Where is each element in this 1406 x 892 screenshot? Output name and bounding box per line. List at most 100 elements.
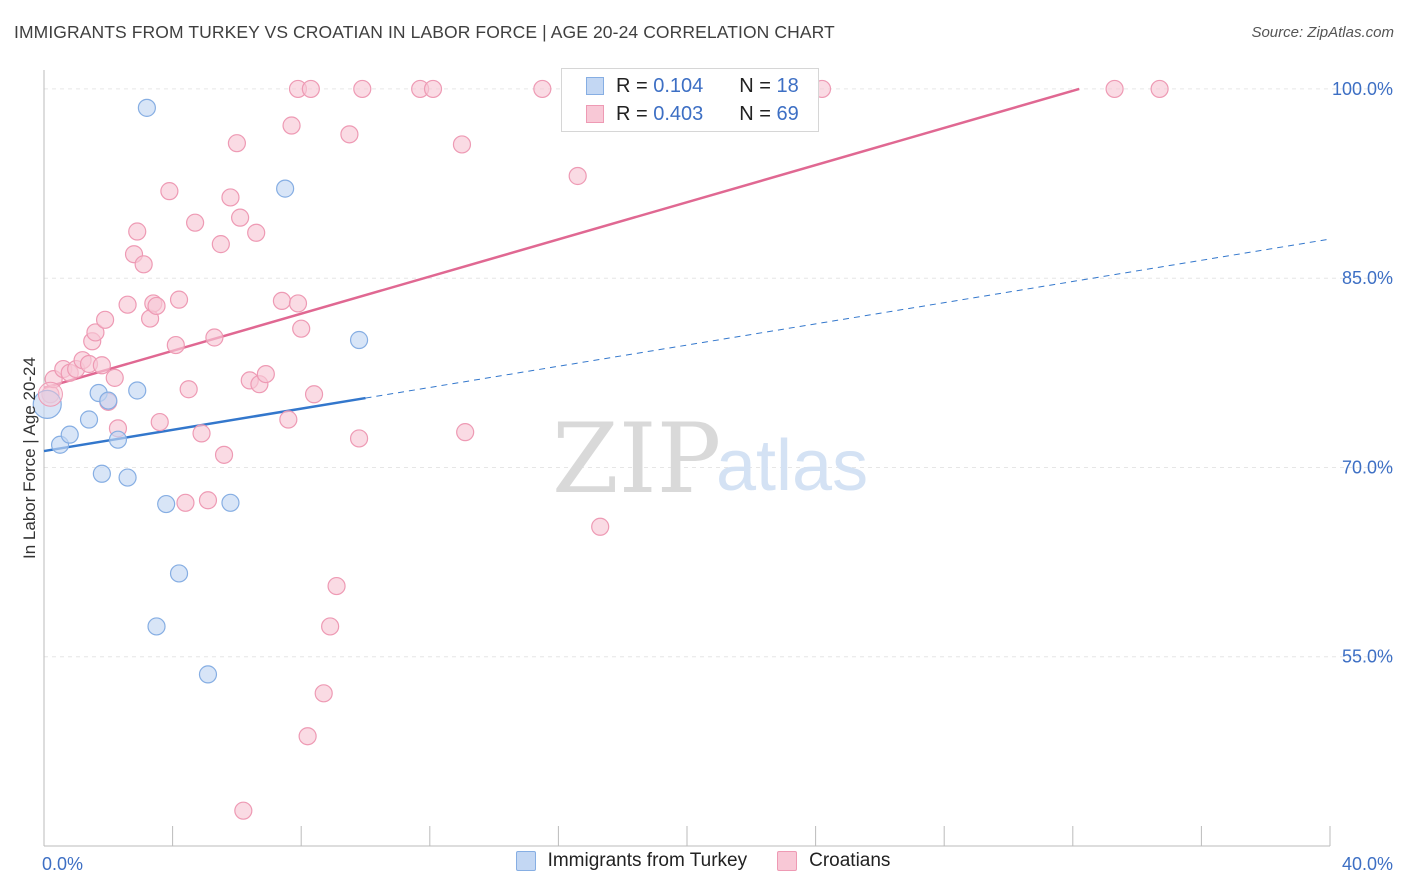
croatian-point <box>186 213 205 232</box>
croatian-point <box>105 368 124 387</box>
croatian-point <box>169 290 189 309</box>
legend-row-croatian: R = 0.403 N = 69 <box>586 99 799 129</box>
turkey-point <box>108 430 128 449</box>
turkey-point <box>221 493 240 512</box>
croatian-point <box>92 356 111 375</box>
turkey-n-value: 18 <box>776 74 799 97</box>
y-tick-label: 70.0% <box>1342 457 1393 477</box>
turkey-point <box>137 98 156 117</box>
croatian-point <box>568 166 587 186</box>
turkey-point <box>157 494 176 514</box>
croatian-point <box>533 79 552 99</box>
turkey-swatch <box>586 77 604 95</box>
croatian-point <box>150 412 169 432</box>
croatian-point <box>288 294 308 313</box>
croatian-point <box>205 328 224 347</box>
legend-item-croatians: Croatians <box>777 850 890 872</box>
croatian-point <box>95 310 115 329</box>
turkey-point <box>198 665 218 684</box>
croatian-point <box>214 445 234 464</box>
legend-r-label: R = <box>616 102 648 125</box>
croatian-point <box>247 223 266 242</box>
croatian-point-cluster <box>37 381 63 407</box>
turkey-point <box>349 330 369 350</box>
turkey-point <box>92 464 111 483</box>
croatian-point <box>176 493 195 512</box>
turkey-trend-line <box>43 396 366 453</box>
axes <box>43 70 1331 847</box>
croatian-point <box>314 684 333 703</box>
croatian-point <box>353 79 372 99</box>
legend-croatians-swatch <box>777 851 798 871</box>
turkey-r-value: 0.104 <box>653 74 704 97</box>
correlation-legend: R = 0.104 N = 18 R = 0.403 N = 69 <box>561 68 819 132</box>
turkey-trend-extension <box>365 238 1331 399</box>
croatian-point <box>301 79 320 99</box>
turkey-point <box>128 381 147 400</box>
turkey-point <box>276 179 295 198</box>
croatian-n-value: 69 <box>776 102 799 125</box>
croatian-point <box>128 222 147 241</box>
croatian-point <box>292 319 311 338</box>
y-axis-title: In Labor Force | Age 20-24 <box>20 357 39 559</box>
x-tick-label: 40.0% <box>1342 854 1393 874</box>
series-legend: Immigrants from Turkey Croatians <box>0 850 1406 872</box>
x-tick-label: 0.0% <box>42 854 83 874</box>
croatian-point <box>221 188 240 207</box>
croatian-r-value: 0.403 <box>653 102 704 125</box>
croatian-point <box>160 182 179 201</box>
croatian-point <box>456 423 475 442</box>
croatian-point <box>279 410 298 429</box>
croatian-point <box>272 291 292 311</box>
croatian-point <box>134 255 153 274</box>
data-points <box>32 79 1169 820</box>
tick-labels: 100.0% 85.0% 70.0% 55.0% 0.0% 40.0% <box>42 79 1393 874</box>
croatian-point <box>211 235 230 254</box>
legend-turkey-label: Immigrants from Turkey <box>547 850 748 871</box>
watermark: ZIP atlas <box>552 403 868 515</box>
legend-item-turkey: Immigrants from Turkey <box>515 850 748 872</box>
croatian-point <box>304 385 324 404</box>
croatian-point <box>327 576 346 596</box>
croatian-point <box>298 727 317 746</box>
croatian-point <box>198 491 218 510</box>
legend-n-label: N = <box>739 102 771 125</box>
legend-turkey-swatch <box>515 851 536 871</box>
croatian-point <box>234 801 253 820</box>
croatian-point <box>231 208 250 227</box>
croatian-point <box>166 335 185 355</box>
croatian-point <box>192 424 211 443</box>
chart-title: IMMIGRANTS FROM TURKEY VS CROATIAN IN LA… <box>14 22 835 42</box>
croatian-point <box>227 134 246 153</box>
croatian-point <box>1150 79 1169 99</box>
croatian-point <box>349 429 369 448</box>
turkey-point <box>169 564 189 583</box>
legend-n-label: N = <box>739 74 771 97</box>
croatian-point <box>452 135 472 154</box>
croatian-trend-line <box>43 87 1080 390</box>
croatian-point <box>86 323 105 342</box>
turkey-point <box>79 410 99 429</box>
y-tick-label: 100.0% <box>1332 79 1393 99</box>
croatian-point <box>147 296 166 316</box>
croatian-point <box>591 517 610 536</box>
y-tick-label: 55.0% <box>1342 647 1393 667</box>
legend-r-label: R = <box>616 74 648 97</box>
croatian-point <box>321 617 340 636</box>
source-label: Source: ZipAtlas.com <box>1251 24 1394 41</box>
croatian-swatch <box>586 105 604 123</box>
croatian-point <box>340 125 359 144</box>
y-tick-label: 85.0% <box>1342 268 1393 288</box>
croatian-point <box>282 116 301 135</box>
croatian-point <box>256 364 275 384</box>
turkey-point <box>147 617 166 636</box>
legend-croatians-label: Croatians <box>809 850 891 871</box>
turkey-point <box>99 391 118 410</box>
croatian-point <box>118 295 137 314</box>
turkey-point <box>118 468 137 487</box>
watermark-zip: ZIP <box>552 403 721 515</box>
croatian-point <box>1105 79 1124 99</box>
turkey-point <box>60 425 79 444</box>
legend-row-turkey: R = 0.104 N = 18 <box>586 71 799 101</box>
